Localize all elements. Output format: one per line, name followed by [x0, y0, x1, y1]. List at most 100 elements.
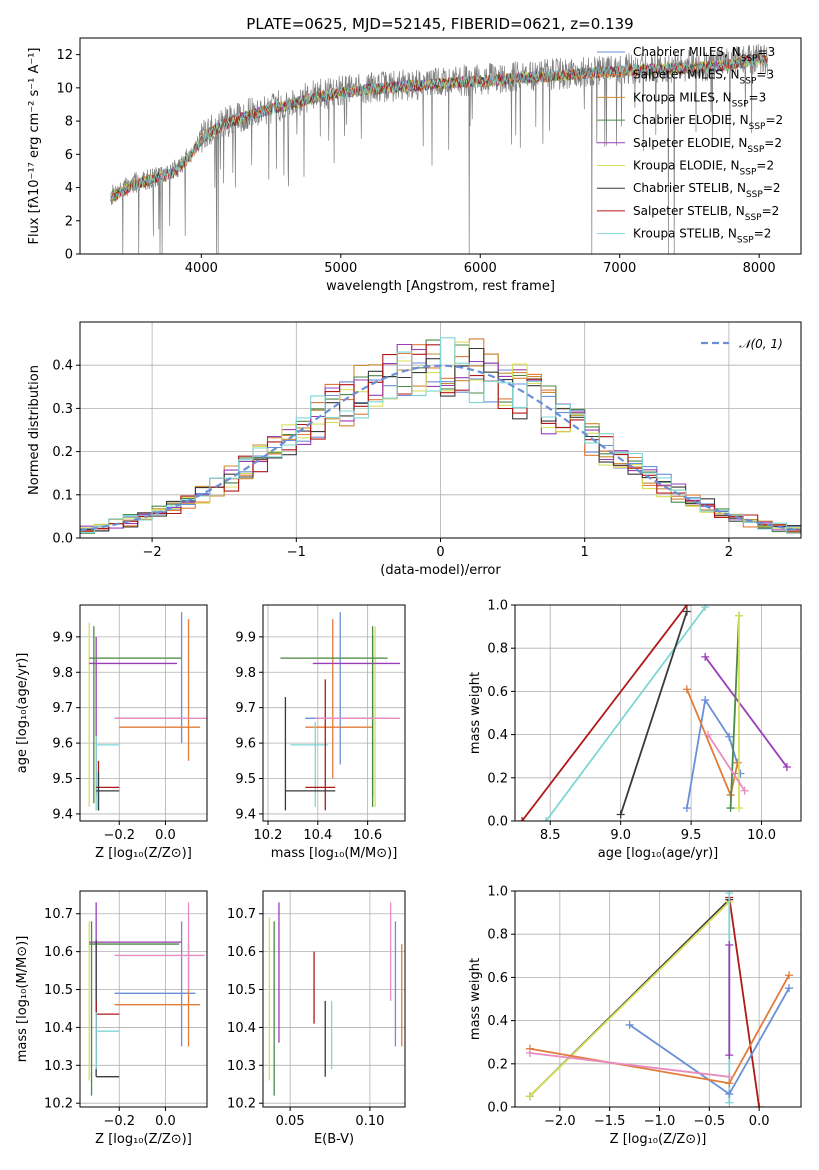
axes-frame — [262, 604, 406, 822]
plus-marker — [740, 786, 749, 795]
plus-marker — [518, 817, 527, 821]
plus-marker — [782, 763, 791, 771]
x-tick-label: 0 — [436, 545, 444, 560]
plus-marker — [704, 730, 713, 739]
weight-series-pink — [704, 730, 749, 795]
x-tick-label: 10.4 — [303, 828, 332, 843]
weight-series-chabrier-elodie — [726, 611, 744, 813]
plot-area — [280, 612, 401, 811]
x-tick-label: −0.2 — [103, 1114, 135, 1129]
plus-marker — [725, 941, 734, 949]
y-tick-label: 0.8 — [487, 642, 508, 657]
y-tick-label: 10.4 — [227, 1021, 256, 1036]
y-tick-label: 0.2 — [487, 1057, 508, 1072]
y-tick-label: 0.6 — [487, 971, 508, 986]
errorbar-salpeter-miles — [114, 944, 201, 1047]
x-tick-label: −0.2 — [103, 828, 135, 843]
weight-series-kroupa-stelib — [541, 605, 710, 821]
panel-weight-vs-age: 8.5 9.0 9.5 10.0 0.0 0.2 0.4 0.6 0.8 1.0 age [log₁… — [468, 599, 802, 861]
x-tick-label: 8.5 — [540, 828, 561, 843]
y-tick-label: 0.2 — [487, 771, 508, 786]
y-tick-label: 0.1 — [52, 488, 73, 503]
y-axis-label: mass [log₁₀(M/M⊙)] — [15, 936, 30, 1063]
legend-label: Salpeter STELIB, NSSP=2 — [633, 204, 779, 223]
plus-marker — [682, 685, 691, 694]
errorbar-chabrier-elodie — [89, 921, 180, 1096]
weight-line — [686, 697, 742, 809]
y-axis-label: mass weight — [468, 672, 483, 754]
y-tick-label: 0.8 — [487, 928, 508, 943]
x-tick-label: 8000 — [743, 261, 776, 276]
plot-area — [110, 44, 768, 254]
weight-series-chabrier-miles — [625, 984, 794, 1099]
y-tick-label: 10.6 — [44, 945, 73, 960]
axes-frame — [79, 890, 208, 1108]
x-axis-label: Z [log₁₀(Z/Z⊙)] — [610, 1132, 707, 1147]
plus-marker — [725, 891, 734, 898]
histogram-step — [80, 337, 801, 534]
plus-marker — [785, 984, 794, 993]
weight-line — [704, 656, 788, 768]
x-tick-label: 7000 — [603, 261, 636, 276]
plus-marker — [726, 804, 735, 813]
weight-line — [529, 901, 730, 1097]
plot-area — [268, 902, 403, 1096]
y-tick-label: 1.0 — [487, 885, 508, 900]
panel-residuals: −2 −1 0 1 2 0.0 0.1 0.2 0.3 0.4 (data-model)/error… — [27, 321, 802, 578]
x-axis-label: Z [log₁₀(Z/Z⊙)] — [95, 1132, 192, 1147]
errorbar-chabrier-miles — [114, 612, 183, 744]
errorbar-salpeter-stelib — [96, 760, 120, 811]
errorbar-chabrier-elodie — [89, 626, 182, 804]
plus-marker — [725, 1090, 734, 1099]
x-tick-label: 4000 — [185, 261, 218, 276]
weight-series-kroupa-elodie — [735, 611, 744, 813]
axes: 4000 5000 6000 7000 8000 0 2 4 6 8 10 12 wavelength … — [27, 37, 802, 294]
plot-area — [88, 612, 207, 811]
weight-line — [619, 611, 688, 815]
x-tick-label: 0.10 — [355, 1114, 384, 1129]
x-tick-label: −2.0 — [544, 1114, 576, 1129]
plus-marker — [701, 605, 710, 612]
x-tick-label: 5000 — [324, 261, 357, 276]
axes-frame — [262, 890, 406, 1108]
y-tick-label: 10.3 — [44, 1059, 73, 1074]
y-tick-label: 0.4 — [487, 728, 508, 743]
legend-label: Kroupa STELIB, NSSP=2 — [633, 227, 771, 246]
axes-frame — [514, 604, 802, 822]
errorbar-kroupa-stelib — [95, 736, 120, 811]
panel-age-vs-mass: 10.2 10.4 10.6 9.4 9.5 9.6 9.7 9.8 9.9 mass [log₁… — [235, 604, 406, 861]
errorbar-pink — [114, 902, 205, 990]
panel-mass-vs-EBV: 0.05 0.10 10.2 10.3 10.4 10.5 10.6 10.7 E(B-V) — [227, 890, 406, 1147]
y-tick-label: 10.5 — [227, 983, 256, 998]
x-tick-label: 10.2 — [254, 828, 283, 843]
y-tick-label: 9.8 — [52, 666, 73, 681]
y-tick-label: 0.3 — [52, 402, 73, 417]
plus-marker — [736, 769, 745, 778]
normal-curve — [80, 364, 801, 532]
y-tick-label: 9.7 — [235, 701, 256, 716]
y-tick-label: 0.0 — [52, 532, 73, 547]
y-tick-label: 12 — [56, 48, 73, 63]
y-tick-label: 0.0 — [487, 1101, 508, 1116]
axes: −2 −1 0 1 2 0.0 0.1 0.2 0.3 0.4 (data-model)/error… — [27, 321, 802, 578]
plus-marker — [682, 607, 691, 616]
x-axis-label: E(B-V) — [314, 1132, 354, 1147]
axes: −2.0 −1.5 −1.0 −0.5 0.0 0.0 0.2 0.4 0.6 0.8 1.0 Z [… — [468, 885, 802, 1147]
errorbar-kroupa-stelib — [290, 721, 328, 807]
y-axis-label: age [log₁₀(age/yr)] — [15, 653, 30, 774]
y-tick-label: 10.5 — [44, 983, 73, 998]
x-tick-label: 9.5 — [681, 828, 702, 843]
y-tick-label: 4 — [65, 181, 73, 196]
panel-weight-vs-Z: −2.0 −1.5 −1.0 −0.5 0.0 0.0 0.2 0.4 0.6 0.8 1.0 Z [… — [468, 885, 802, 1147]
y-tick-label: 10.6 — [227, 945, 256, 960]
legend-label: Kroupa ELODIE, NSSP=2 — [633, 159, 774, 178]
y-tick-label: 2 — [65, 214, 73, 229]
x-tick-label: 6000 — [464, 261, 497, 276]
y-axis-label: mass weight — [468, 958, 483, 1040]
axes: −0.2 0.0 10.2 10.3 10.4 10.5 10.6 10.7 Z [log₁₀(… — [15, 890, 208, 1147]
plus-marker — [725, 1098, 734, 1107]
legend-label: Salpeter ELODIE, NSSP=2 — [633, 136, 782, 155]
errorbar-salpeter-elodie — [89, 902, 182, 1035]
